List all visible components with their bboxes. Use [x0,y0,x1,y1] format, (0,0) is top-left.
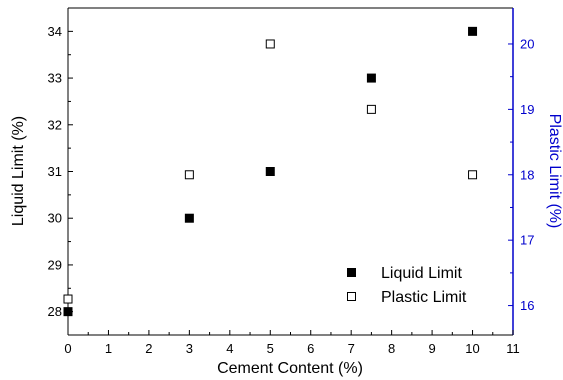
legend-marker-liquid-limit [347,268,356,277]
x-tick-label-9: 9 [428,341,435,356]
x-tick-label-5: 5 [267,341,274,356]
markers [63,26,478,317]
plastic-limit-point [63,294,73,304]
y-right-tick-label-19: 19 [520,102,534,117]
liquid-limit-point [265,167,275,176]
x-tick-label-3: 3 [186,341,193,356]
x-tick-label-2: 2 [145,341,152,356]
left-axis-title: Liquid Limit (%) [10,116,27,226]
x-tick-label-7: 7 [348,341,355,356]
liquid-limit-point [468,26,478,36]
right-axis-title: Plastic Limit (%) [546,114,563,229]
legend-label-plastic-limit: Plastic Limit [381,289,467,306]
legend: Liquid Limit Plastic Limit [347,265,467,306]
x-tick-label-6: 6 [307,341,314,356]
plastic-limit-point [265,39,275,49]
legend-label-liquid-limit: Liquid Limit [381,265,462,282]
y-right-tick-label-16: 16 [520,298,534,313]
x-tick-label-1: 1 [105,341,112,356]
y-left-tick-label-31: 31 [48,164,62,179]
liquid-limit-point [184,213,194,223]
y-left-tick-label-33: 33 [48,71,62,86]
x-tick-label-0: 0 [64,341,71,356]
y-right-tick-label-17: 17 [520,233,534,248]
x-tick-label-11: 11 [506,341,520,356]
ticks [67,30,514,335]
plastic-limit-point [468,170,478,180]
y-right-tick-label-20: 20 [520,36,534,51]
x-tick-label-4: 4 [226,341,233,356]
y-left-tick-label-28: 28 [48,304,62,319]
plot-frame [67,7,514,336]
y-left-tick-label-30: 30 [48,211,62,226]
liquid-limit-point [366,73,376,83]
y-right-tick-label-18: 18 [520,167,534,182]
plastic-limit-point [366,104,376,114]
x-tick-label-8: 8 [388,341,395,356]
y-left-tick-label-29: 29 [48,257,62,272]
y-left-tick-label-34: 34 [48,24,62,39]
liquid-limit-point [63,307,73,317]
legend-marker-plastic-limit [347,292,356,301]
y-left-tick-label-32: 32 [48,117,62,132]
plastic-limit-point [184,170,194,180]
x-axis-title: Cement Content (%) [217,360,363,377]
x-tick-label-10: 10 [465,341,479,356]
